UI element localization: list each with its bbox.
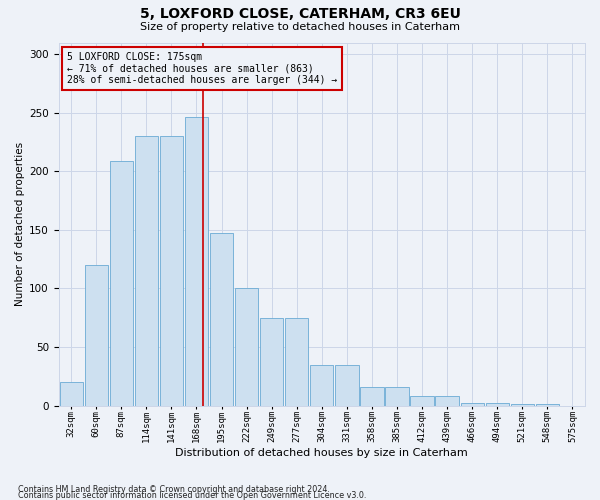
Bar (210, 234, 233, 406)
Bar (285, 318, 308, 406)
Bar (310, 364, 334, 406)
Text: 5, LOXFORD CLOSE, CATERHAM, CR3 6EU: 5, LOXFORD CLOSE, CATERHAM, CR3 6EU (140, 8, 460, 22)
Bar (461, 403, 484, 406)
Bar (436, 396, 459, 406)
Bar (59, 382, 83, 406)
Bar (385, 387, 409, 406)
Text: Contains HM Land Registry data © Crown copyright and database right 2024.: Contains HM Land Registry data © Crown c… (18, 484, 330, 494)
Text: 5 LOXFORD CLOSE: 175sqm
← 71% of detached houses are smaller (863)
28% of semi-d: 5 LOXFORD CLOSE: 175sqm ← 71% of detache… (67, 52, 337, 85)
Bar (160, 136, 183, 406)
Bar (485, 403, 509, 406)
Bar (410, 396, 434, 406)
Bar (335, 364, 359, 406)
Bar (360, 387, 383, 406)
Bar (185, 118, 208, 406)
Bar (135, 136, 158, 406)
Bar (260, 318, 283, 406)
Text: Contains public sector information licensed under the Open Government Licence v3: Contains public sector information licen… (18, 490, 367, 500)
Text: Size of property relative to detached houses in Caterham: Size of property relative to detached ho… (140, 22, 460, 32)
X-axis label: Distribution of detached houses by size in Caterham: Distribution of detached houses by size … (175, 448, 468, 458)
Bar (85, 265, 108, 406)
Bar (511, 404, 534, 406)
Bar (110, 161, 133, 406)
Bar (235, 288, 258, 406)
Y-axis label: Number of detached properties: Number of detached properties (15, 142, 25, 306)
Bar (536, 404, 559, 406)
